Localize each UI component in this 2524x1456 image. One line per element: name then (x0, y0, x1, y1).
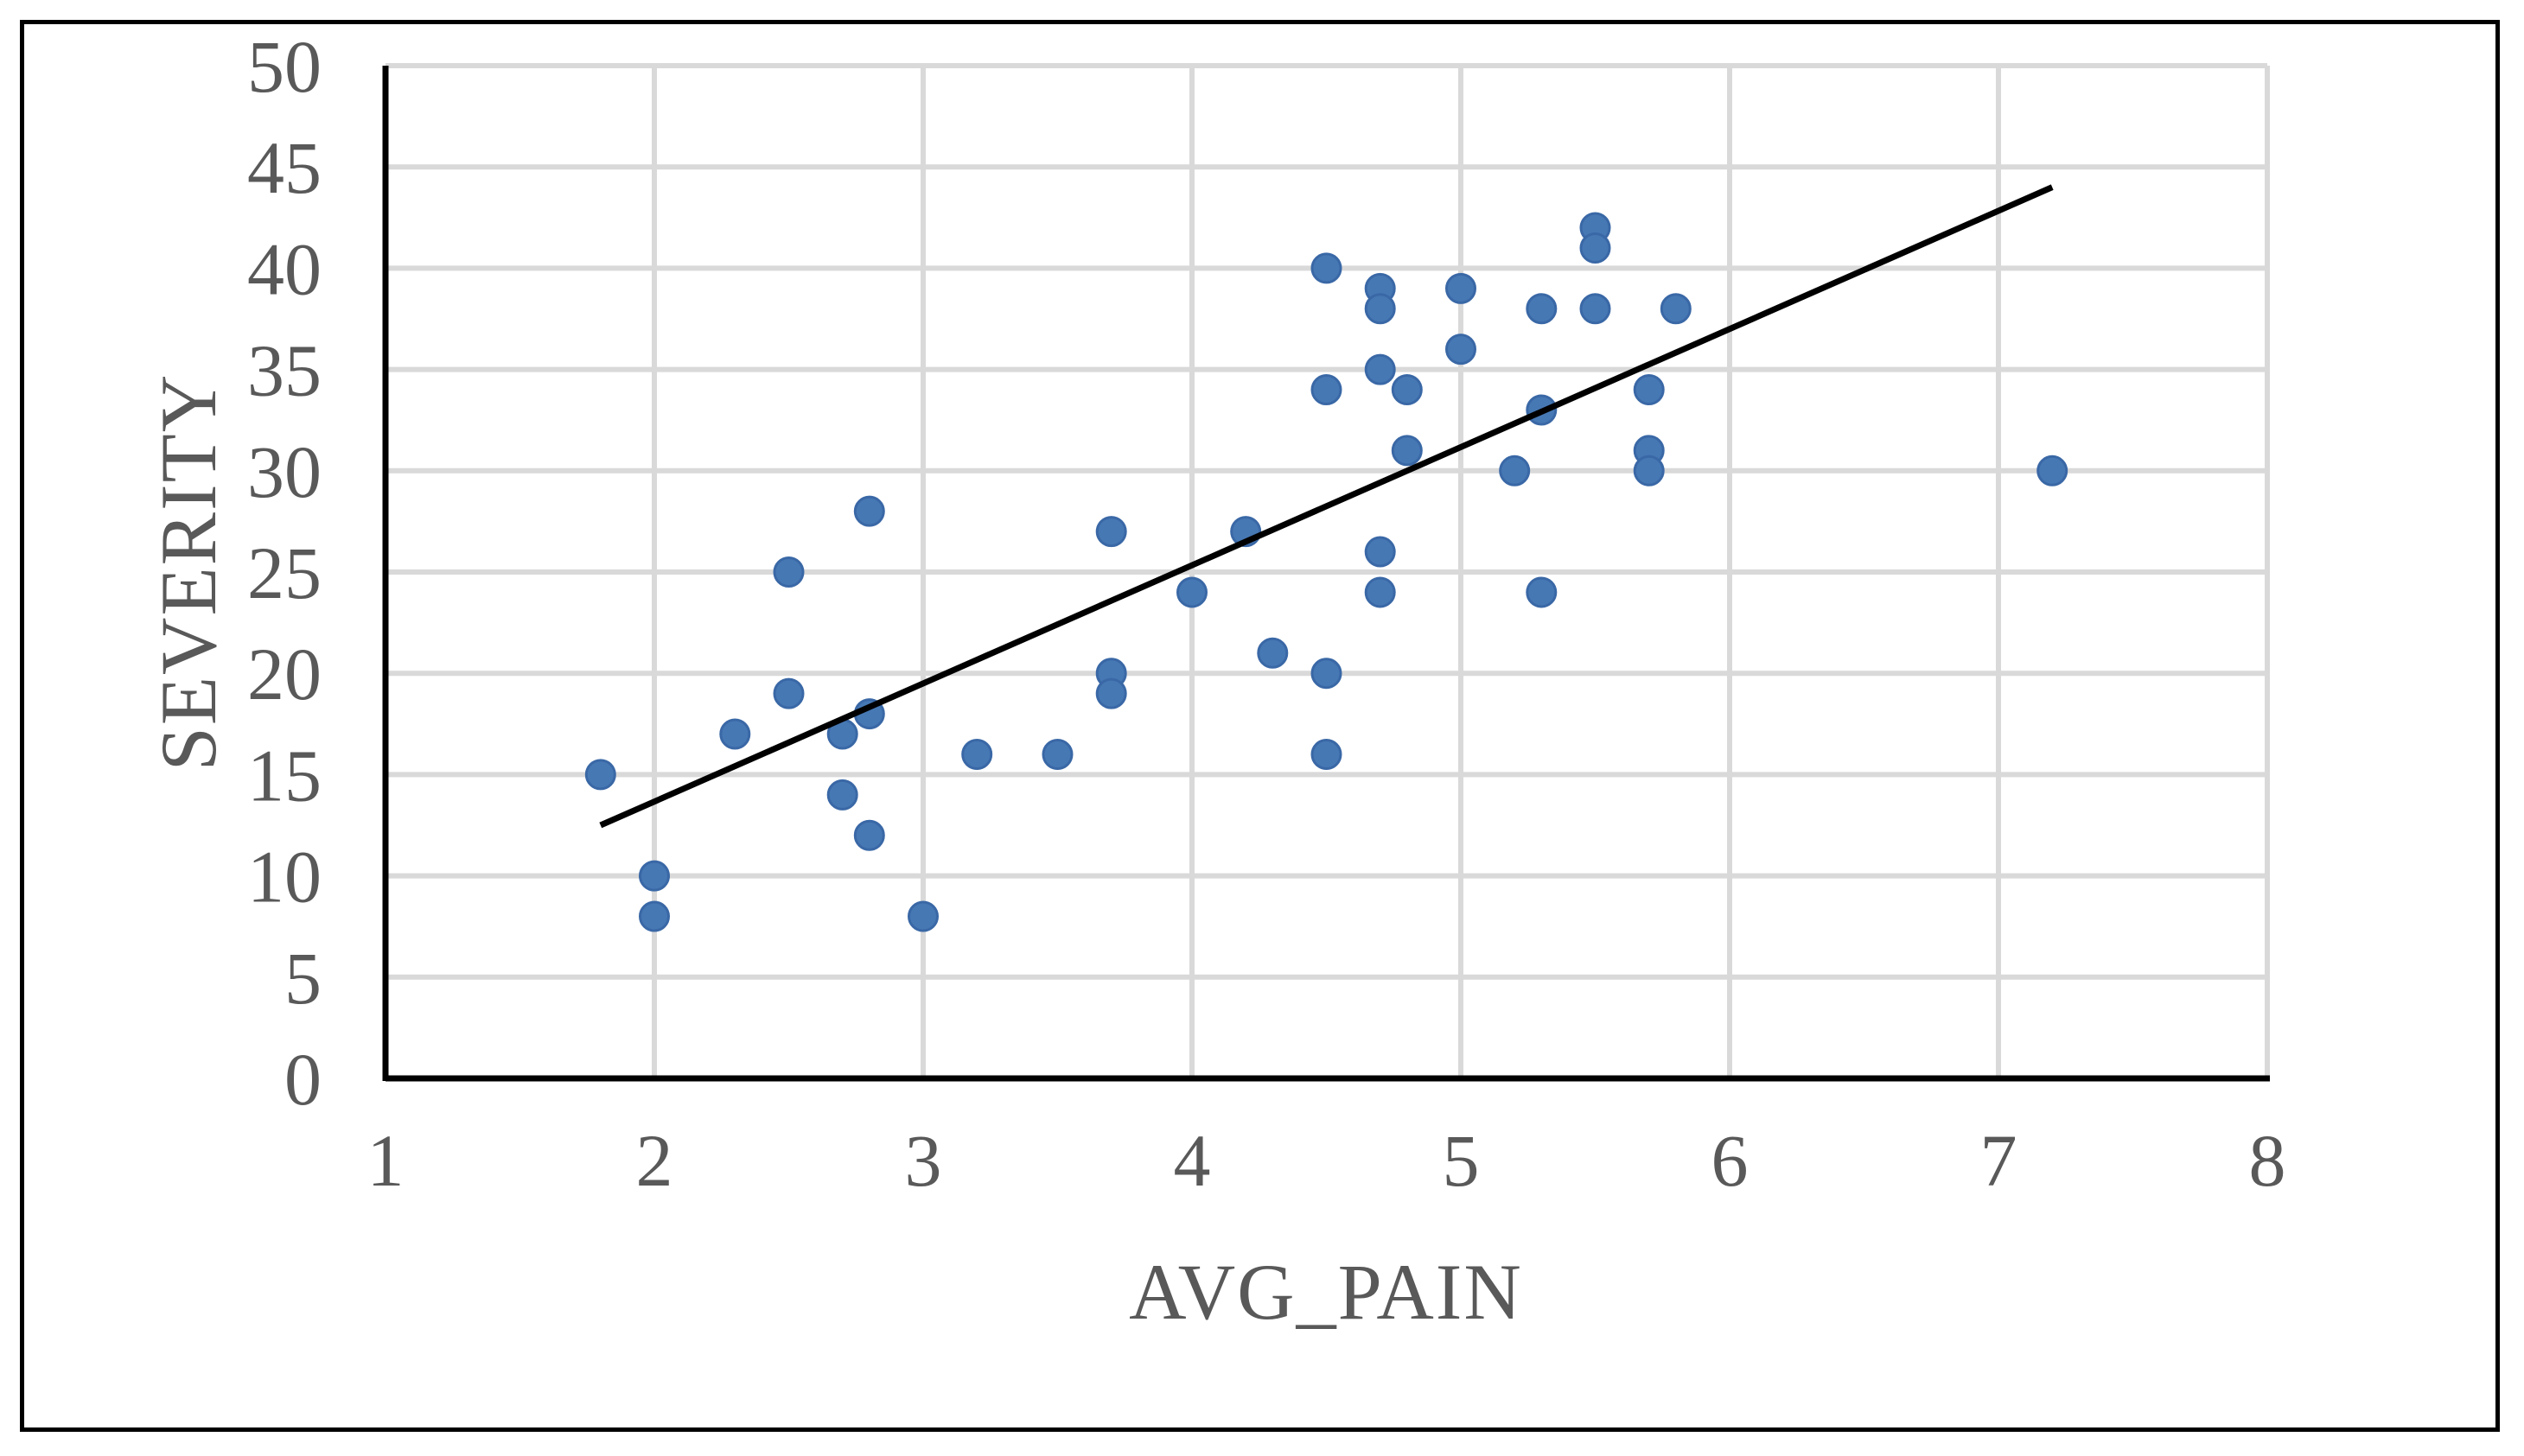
data-point (773, 556, 805, 588)
data-point (1095, 516, 1127, 548)
data-point (1364, 353, 1396, 385)
data-point (853, 819, 885, 851)
data-point (908, 900, 939, 932)
data-point (1364, 293, 1396, 325)
data-point (1176, 576, 1208, 608)
x-tick-label: 5 (1443, 1119, 1480, 1202)
data-point (639, 860, 670, 892)
data-point (1310, 658, 1342, 690)
data-point (773, 677, 805, 709)
y-tick-label: 0 (284, 1038, 322, 1121)
x-tick-label: 7 (1980, 1119, 2017, 1202)
data-point (1633, 374, 1665, 406)
data-point (1042, 738, 1074, 770)
x-tick-label: 6 (1711, 1119, 1749, 1202)
data-point (1391, 374, 1423, 406)
y-tick-label: 25 (247, 531, 322, 614)
y-tick-label: 5 (284, 937, 322, 1020)
data-point (1579, 232, 1611, 264)
data-point (961, 738, 993, 770)
y-tick-label: 20 (247, 633, 322, 715)
data-point (1445, 272, 1476, 304)
trendline (599, 184, 2054, 829)
y-axis-title: SEVERITY (144, 372, 233, 772)
y-tick-label: 50 (247, 25, 322, 108)
data-point (639, 900, 670, 932)
data-point (1364, 536, 1396, 568)
data-point (1391, 435, 1423, 467)
y-tick-label: 10 (247, 836, 322, 919)
y-tick-label: 30 (247, 430, 322, 513)
data-point (1257, 637, 1289, 669)
data-point (2036, 455, 2068, 486)
y-tick-label: 40 (247, 227, 322, 310)
data-point (1660, 293, 1692, 325)
y-tick-label: 15 (247, 734, 322, 817)
data-point (1579, 293, 1611, 325)
data-point (1310, 374, 1342, 406)
x-tick-label: 8 (2249, 1119, 2286, 1202)
x-tick-label: 4 (1174, 1119, 1211, 1202)
data-point (1526, 576, 1558, 608)
data-point (1526, 293, 1558, 325)
data-point (1445, 334, 1476, 366)
x-tick-label: 3 (905, 1119, 942, 1202)
y-tick-label: 35 (247, 329, 322, 412)
data-point (853, 495, 885, 527)
data-point (1310, 738, 1342, 770)
data-point (1310, 252, 1342, 284)
x-tick-label: 1 (367, 1119, 405, 1202)
data-point (1095, 677, 1127, 709)
x-axis-title: AVG_PAIN (1129, 1248, 1523, 1336)
x-tick-label: 2 (636, 1119, 673, 1202)
y-tick-label: 45 (247, 126, 322, 209)
data-point (1364, 576, 1396, 608)
data-point (1633, 455, 1665, 486)
data-point (1499, 455, 1531, 486)
data-point (826, 779, 858, 811)
data-point (584, 759, 616, 791)
data-point (719, 718, 751, 750)
